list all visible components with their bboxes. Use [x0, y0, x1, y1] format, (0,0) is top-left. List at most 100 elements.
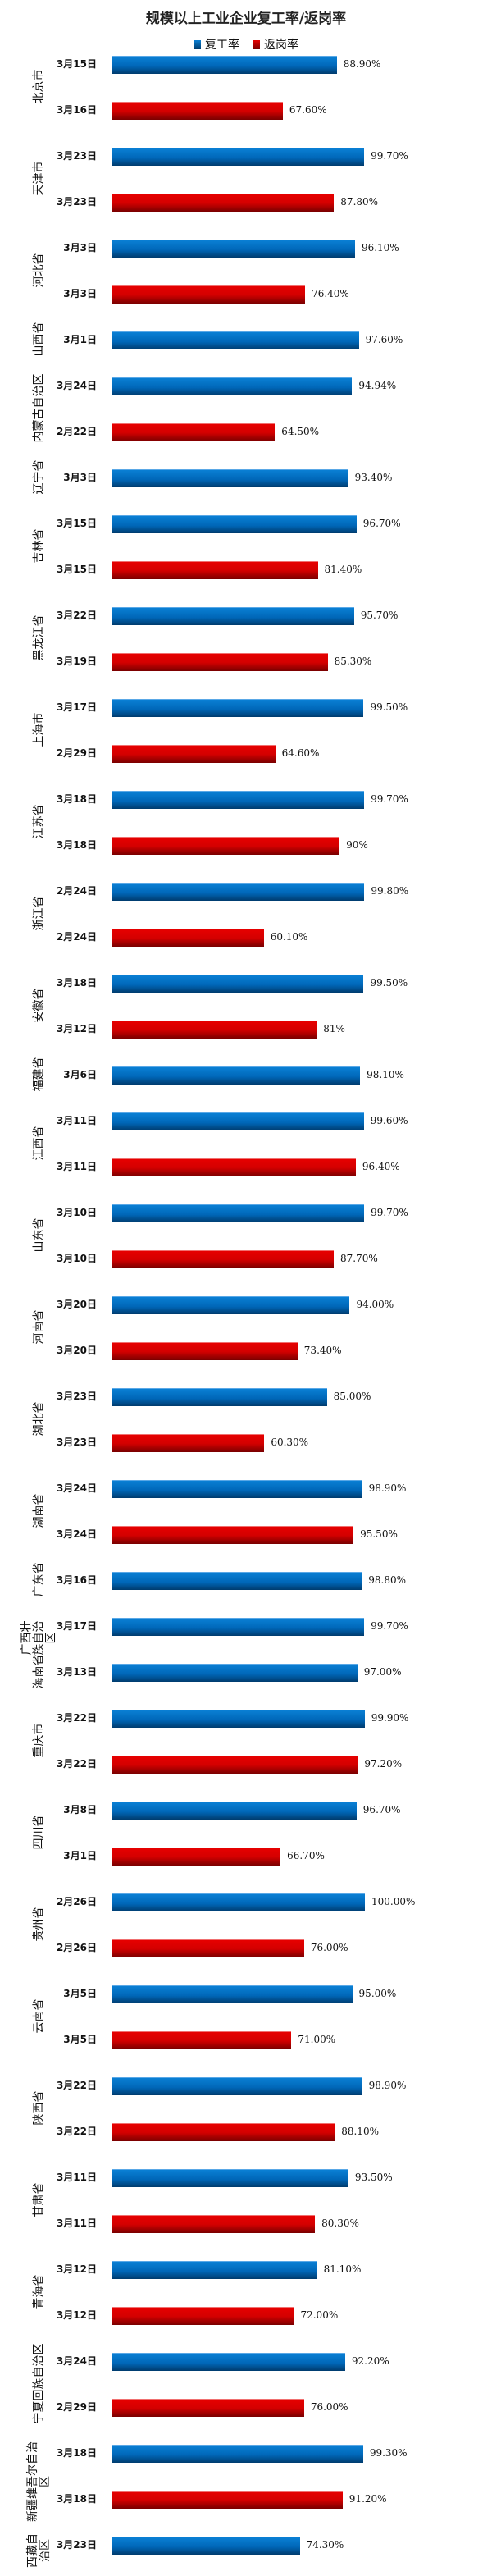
data-label: 99.50%: [370, 977, 408, 989]
data-label: 91.20%: [348, 2493, 387, 2505]
date-label: 3月19日: [56, 655, 97, 667]
bar-fugong: [112, 1663, 358, 1682]
data-label: 88.90%: [343, 58, 381, 70]
data-label: 94.00%: [356, 1299, 394, 1310]
date-label: 3月23日: [56, 1391, 97, 1402]
data-label: 81%: [323, 1023, 345, 1035]
bar-fugong: [112, 974, 364, 993]
data-label: 81.10%: [323, 2263, 362, 2275]
data-label: 88.10%: [341, 2126, 379, 2137]
date-label: 3月11日: [56, 2172, 97, 2183]
category-label: 上海市: [32, 712, 46, 747]
data-label: 87.80%: [340, 196, 379, 208]
data-label: 60.30%: [271, 1436, 309, 1448]
bar-fangang: [112, 744, 276, 763]
category-label: 福建省: [32, 1057, 46, 1092]
data-label: 94.94%: [358, 380, 397, 391]
category-label: 重庆市: [32, 1723, 46, 1758]
bar-fugong: [112, 55, 337, 74]
category-label: 湖南省: [32, 1493, 46, 1528]
bar-fangang: [112, 1847, 281, 1866]
date-label: 2月29日: [56, 2401, 97, 2413]
bar-fugong: [112, 790, 365, 809]
legend-label: 返岗率: [264, 39, 298, 52]
data-label: 90%: [346, 839, 368, 851]
date-label: 3月12日: [56, 2263, 97, 2275]
category-label: 广东省: [32, 1562, 46, 1597]
bar-fugong: [112, 2444, 363, 2463]
category-label: 浙江省: [32, 896, 46, 931]
data-label: 81.40%: [324, 564, 362, 575]
category-label: 河南省: [32, 1309, 46, 1345]
bar-fugong: [112, 882, 365, 901]
date-label: 3月20日: [56, 1345, 97, 1356]
data-label: 87.70%: [339, 1253, 378, 1264]
data-label: 98.90%: [368, 1482, 407, 1494]
date-label: 3月23日: [56, 2539, 97, 2551]
date-label: 3月15日: [56, 564, 97, 575]
data-label: 76.40%: [312, 288, 349, 299]
data-label: 95.50%: [360, 1528, 398, 1540]
date-label: 3月18日: [56, 2493, 97, 2505]
date-label: 3月22日: [56, 2126, 97, 2137]
date-label: 3月24日: [56, 2355, 97, 2367]
category-label: 贵州省: [32, 1907, 46, 1942]
legend: 复工率 返岗率: [0, 36, 492, 53]
chart-title: 规模以上工业企业复工率/返岗率: [145, 11, 347, 27]
date-label: 3月1日: [63, 1850, 97, 1861]
category-label: 内蒙古自治区: [32, 373, 46, 443]
date-label: 3月12日: [56, 1023, 97, 1035]
bar-fugong: [112, 1112, 364, 1130]
legend-label: 复工率: [205, 39, 239, 52]
category-label: 海南省: [32, 1654, 46, 1689]
category-label: 陕西省: [32, 2090, 46, 2126]
data-label: 97.60%: [365, 334, 403, 345]
date-label: 3月5日: [63, 2034, 97, 2045]
bar-fangang: [112, 1020, 317, 1039]
data-label: 98.80%: [368, 1574, 407, 1586]
date-label: 3月13日: [56, 1666, 97, 1678]
category-label: 江西省: [32, 1126, 46, 1161]
data-label: 99.50%: [370, 701, 408, 713]
data-label: 99.60%: [370, 1115, 408, 1126]
data-label: 80.30%: [321, 2217, 359, 2229]
category-label: 宁夏回族自治区: [32, 2343, 46, 2424]
date-label: 3月16日: [56, 1574, 97, 1586]
bar-fugong: [112, 514, 357, 533]
date-label: 3月24日: [56, 380, 97, 391]
data-label: 73.40%: [303, 1345, 342, 1356]
data-label: 99.90%: [371, 1712, 409, 1724]
category-label: 甘肃省: [32, 2182, 46, 2217]
date-label: 3月15日: [56, 518, 97, 529]
data-label: 64.50%: [281, 426, 320, 437]
bar-fugong: [112, 2076, 362, 2095]
category-label: 天津市: [32, 161, 46, 196]
bar-fugong: [112, 147, 365, 166]
date-label: 3月17日: [56, 1620, 97, 1632]
bar-fugong: [112, 606, 354, 625]
date-label: 3月8日: [63, 1804, 97, 1816]
data-label: 96.70%: [362, 1804, 401, 1816]
bar-fugong: [112, 1479, 362, 1498]
bar-fangang: [112, 2398, 304, 2417]
bar-fangang: [112, 1939, 304, 1957]
category-label: 西藏自治区: [26, 2533, 52, 2568]
category-label: 辽宁省: [32, 459, 46, 495]
category-label: 黑龙江省: [32, 614, 46, 661]
data-label: 85.00%: [333, 1391, 371, 1402]
bar-fangang: [112, 1158, 356, 1176]
bar-fangang: [112, 101, 283, 120]
date-label: 3月10日: [56, 1207, 97, 1218]
bar-fangang: [112, 1755, 358, 1774]
bar-fangang: [112, 560, 318, 579]
data-label: 99.70%: [371, 1207, 408, 1218]
bar-fugong: [112, 2168, 348, 2187]
bar-fangang: [112, 1525, 354, 1544]
bar-fangang: [112, 836, 340, 855]
bar-fugong: [112, 1204, 365, 1222]
data-label: 98.10%: [367, 1069, 404, 1080]
bar-fangang: [112, 285, 306, 304]
data-label: 67.60%: [289, 104, 327, 116]
legend-item-fugong: 复工率: [194, 36, 239, 53]
